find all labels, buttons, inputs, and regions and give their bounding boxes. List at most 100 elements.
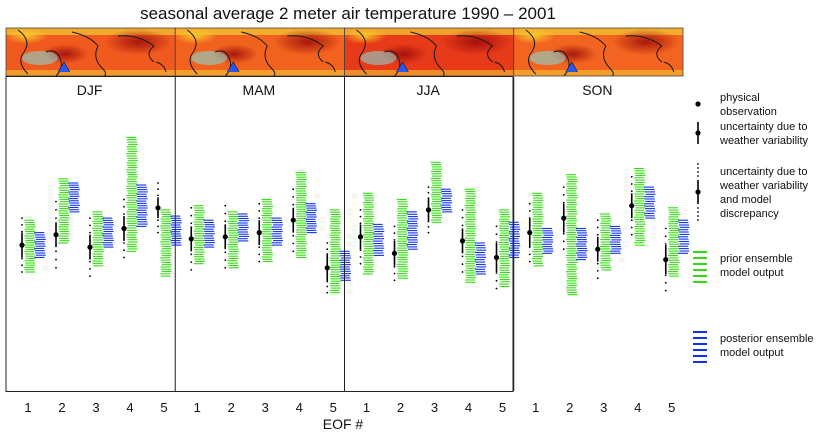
discrepancy-dot <box>461 209 464 211</box>
discrepancy-dot <box>224 266 227 269</box>
discrepancy-dot <box>664 281 667 284</box>
map-andes <box>396 61 409 73</box>
legend: physical observation uncertainty due to wea… <box>693 92 814 363</box>
map-jja <box>342 27 515 77</box>
map-cool-region <box>342 28 387 44</box>
discrepancy-dot <box>224 204 227 207</box>
discrepancy-dot <box>55 258 57 261</box>
legend-dots-icon <box>697 211 699 213</box>
discrepancy-dot <box>359 209 362 211</box>
map-arctic-band <box>344 28 514 35</box>
legend-dot-icon <box>695 130 701 136</box>
eof-2-group <box>391 198 419 282</box>
map-coastline <box>525 29 537 75</box>
discrepancy-dot <box>630 183 633 185</box>
observation-point <box>256 230 262 236</box>
discrepancy-dot <box>21 217 23 220</box>
x-tick-label: 4 <box>634 400 641 415</box>
discrepancy-dot <box>528 253 531 256</box>
legend-dots-icon <box>697 175 699 177</box>
observation-point <box>595 246 601 252</box>
discrepancy-dot <box>157 194 159 197</box>
observation-point <box>290 217 296 223</box>
discrepancy-dot <box>224 251 227 254</box>
observation-point <box>391 250 398 256</box>
discrepancy-dot <box>630 233 633 236</box>
discrepancy-dot <box>596 233 599 236</box>
observation-point <box>527 230 533 236</box>
eof-4-group <box>629 167 656 246</box>
map-cool-region <box>191 51 228 65</box>
discrepancy-dot <box>224 212 227 215</box>
observation-point <box>629 203 635 209</box>
discrepancy-dot <box>123 249 125 252</box>
map-coastline <box>71 31 107 77</box>
discrepancy-dot <box>258 217 261 220</box>
observation-point <box>188 236 194 242</box>
observation-point <box>53 232 59 238</box>
map-cool-region <box>173 28 218 44</box>
legend-dots-icon <box>697 219 699 221</box>
discrepancy-dot <box>258 253 261 256</box>
discrepancy-dot <box>596 270 599 272</box>
discrepancy-dot <box>326 285 329 288</box>
map-coastline <box>625 35 663 63</box>
discrepancy-dot <box>495 241 498 243</box>
discrepancy-dot <box>89 224 91 227</box>
map-coastline <box>325 61 336 73</box>
map-arctic-band <box>6 28 176 35</box>
legend-entry: physical observation <box>695 92 777 118</box>
discrepancy-dot <box>427 191 430 194</box>
panel-label: DJF <box>77 82 103 98</box>
eof-3-group <box>87 211 114 277</box>
eof-3-group <box>256 198 283 263</box>
eof-4-group <box>459 188 487 283</box>
map-son <box>512 27 684 77</box>
discrepancy-dot <box>21 224 23 226</box>
observation-point <box>87 244 93 250</box>
observation-point <box>425 207 432 213</box>
eof-2-group <box>561 174 588 296</box>
legend-dots-icon <box>697 215 699 217</box>
discrepancy-dot <box>292 203 295 206</box>
x-tick-label: 5 <box>330 400 337 415</box>
observation-point <box>121 225 127 232</box>
map-coastline <box>579 31 614 77</box>
x-tick-label: 4 <box>126 400 133 415</box>
discrepancy-dot <box>326 242 329 244</box>
x-axis-label: EOF # <box>323 416 364 432</box>
discrepancy-dot <box>562 186 565 189</box>
x-ticks: 1 2 3 4 5 1 2 3 4 5 1 2 3 4 5 1 2 3 4 5 <box>24 400 675 415</box>
discrepancy-dot <box>461 224 464 227</box>
discrepancy-dot <box>55 209 57 211</box>
discrepancy-dot <box>123 198 125 201</box>
map-djf <box>4 27 176 77</box>
legend-dots-icon <box>697 167 699 169</box>
map-heat-region <box>273 29 342 55</box>
map-south-band <box>513 70 683 76</box>
discrepancy-dot <box>562 194 565 196</box>
map-coastline <box>410 31 445 77</box>
legend-label: weather variability <box>719 180 809 192</box>
x-tick-label: 2 <box>58 400 65 415</box>
observation-point <box>155 205 161 211</box>
map-cool-region <box>529 51 566 65</box>
eof-1-group <box>527 192 554 267</box>
discrepancy-dot <box>630 219 633 222</box>
legend-label: model output <box>720 347 784 359</box>
discrepancy-dot <box>495 287 498 290</box>
discrepancy-dot <box>292 188 295 191</box>
eof-2-group <box>53 178 80 269</box>
map-coastline <box>287 35 325 63</box>
discrepancy-dot <box>157 182 159 184</box>
map-coastline <box>241 31 276 77</box>
map-coastline <box>17 29 29 75</box>
legend-label: observation <box>720 106 777 118</box>
eof-4-group <box>121 136 148 259</box>
observation-point <box>663 257 669 263</box>
discrepancy-dot <box>258 210 261 212</box>
discrepancy-dot <box>123 205 125 208</box>
discrepancy-dot <box>258 246 261 249</box>
discrepancy-dot <box>393 232 396 235</box>
discrepancy-dot <box>427 226 430 228</box>
